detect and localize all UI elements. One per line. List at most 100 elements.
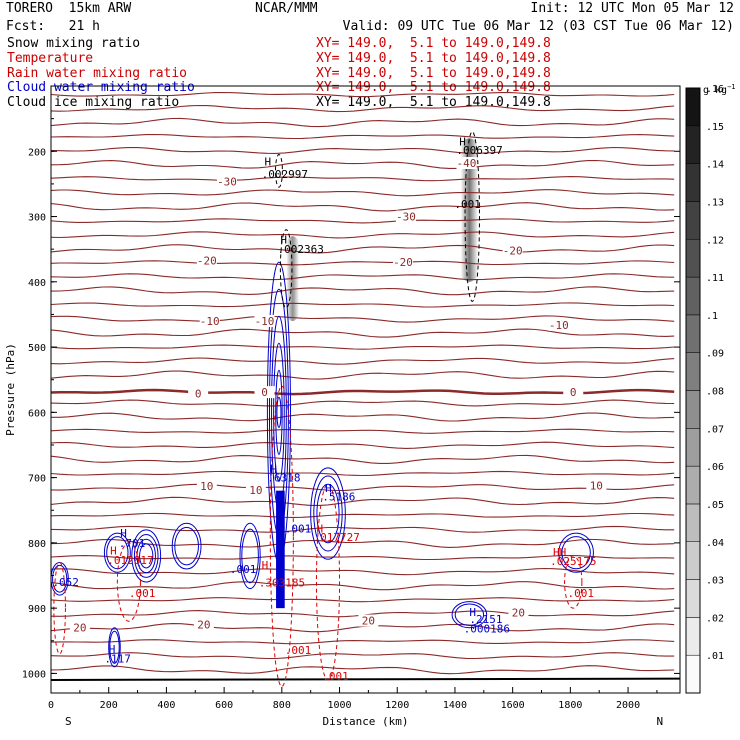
isotherm-label: -10 [549,319,569,332]
max-annotation: H [120,527,127,540]
colorbar-tick-label: .04 [706,538,724,549]
isotherm-label-bg [502,244,523,257]
colorbar-cell [685,390,701,429]
field-name: Temperature [7,50,94,66]
max-annotation: H [325,482,332,495]
max-annotation: .017727 [314,531,360,544]
colorbar-unit: g kg−1 [703,83,736,96]
isotherm-label-bg [196,480,217,493]
colorbar-tick-label: .03 [706,576,724,587]
y-tick-label: 700 [28,474,46,485]
colorbar-cell [685,352,701,391]
max-annotation: .052 [52,576,78,589]
cloud-water-contour [106,536,129,570]
isotherm-label-bg [586,479,607,492]
isotherm-label: -10 [200,315,220,328]
max-annotation: H [280,233,287,246]
isotherm-line [51,104,675,113]
y-tick-label: 300 [28,213,46,224]
colorbar-cell [685,125,701,164]
isotherm-label: 20 [73,622,86,635]
colorbar-tick-label: .1 [706,311,718,322]
cloud-water-contour [451,601,488,629]
isotherm-line [51,512,675,518]
isotherm-line [51,441,675,449]
ground-line [51,677,680,681]
colorbar-tick-label: .06 [706,462,724,473]
isotherm-label-bg [254,314,275,327]
isotherm-label-bg [393,256,414,269]
colorbar-tick-label: .09 [706,349,724,360]
max-annotation: .117 [104,652,131,665]
y-tick-label: 500 [28,343,46,354]
isotherm-label-bg [245,484,266,497]
max-annotation: H [109,643,116,656]
cloud-water-contour [241,528,259,584]
max-annotation: .001 [285,522,312,535]
ice-contour [464,131,480,302]
x-tick-label: 800 [273,700,291,711]
isotherm-line [51,483,675,492]
max-annotation: H [469,606,476,619]
isotherm-label-bg [563,386,584,399]
cloud-water-contour [52,564,68,593]
max-annotation: .001 [230,563,256,576]
isotherm-line [51,399,675,407]
isotherm-label-bg [548,318,569,331]
isotherm-label: -20 [197,254,217,267]
colorbar-tick-label: .11 [706,273,724,284]
max-annotation: H [459,135,466,148]
isotherm-label-bg [196,254,217,267]
isotherm-line [51,412,675,422]
max-annotation: .001 [567,587,594,600]
max-annotation: .002363 [277,243,323,256]
colorbar-tick-label: .02 [706,613,724,624]
max-annotation: .000186 [464,622,510,635]
isotherm-line [51,159,675,169]
x-tick-label: 1200 [385,700,409,711]
max-annotation: H [270,463,277,476]
cloud-water-contour [103,532,131,573]
forecast-hour: Fcst: 21 h [6,19,100,34]
rain-contour [269,385,294,687]
cloud-water-contour [171,522,202,570]
cloud-water-contour [276,396,282,428]
isotherm-line [51,202,675,212]
field-xy-range: XY= 149.0, 5.1 to 149.0,149.8 [316,80,551,96]
isotherm-line [51,428,675,434]
x-tick-label: 200 [100,700,118,711]
isotherm-line [51,470,675,477]
y-tick-label: 400 [28,278,46,289]
colorbar-cell [685,163,701,202]
isotherm-label: 0 [570,386,577,399]
isotherm-label: -30 [396,211,416,224]
colorbar-cell [685,201,701,240]
isotherm-line [51,370,675,380]
max-annotation: .303185 [259,577,305,590]
colorbar-unit-exponent: −1 [727,83,735,91]
field-xy-range: XY= 149.0, 5.1 to 149.0,149.8 [316,50,551,66]
cloud-water-contour [310,467,346,560]
isotherm-label-bg [217,175,238,188]
cloud-water-contour [239,522,261,590]
isotherm-label-bg [188,387,209,400]
max-annotation: H [110,545,117,558]
isotherm-line [51,273,675,281]
colorbar-cell [685,428,701,467]
isotherm-line [51,286,675,296]
max-annotation: H [262,559,269,572]
cloud-water-contour [273,342,285,482]
max-annotation: .2151 [469,613,502,626]
isotherm-line [51,244,675,254]
x-tick-label: 0 [48,700,54,711]
max-annotation: HH [553,546,566,559]
colorbar-tick-label: .01 [706,651,724,662]
colorbar-tick-label: .05 [706,500,724,511]
isotherm-label-bg [199,314,220,327]
field-xy-range: XY= 149.0, 5.1 to 149.0,149.8 [316,65,551,81]
max-annotation: .001 [454,198,481,211]
isotherm-line [51,538,675,548]
cloud-water-contour [131,529,162,583]
x-tick-label: 1800 [558,700,582,711]
isotherm-line [51,328,675,338]
